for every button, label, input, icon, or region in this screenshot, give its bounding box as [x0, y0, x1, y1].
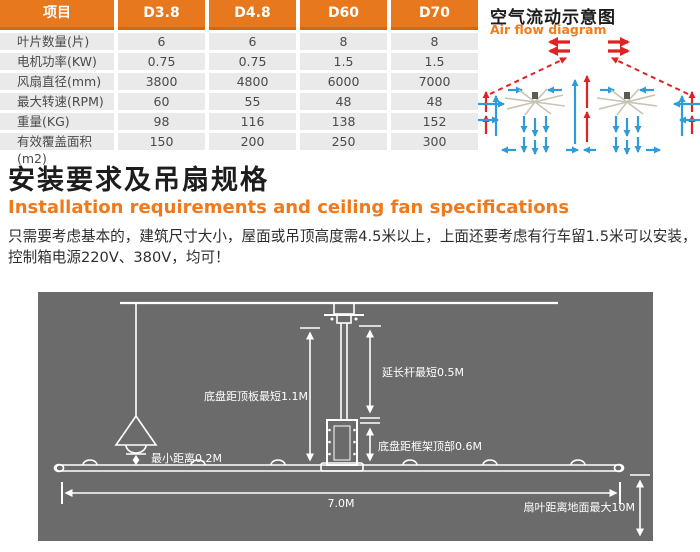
label-chassis-to-frame: 底盘距框架顶部0.6M	[378, 440, 482, 453]
row-label-max-rpm: 最大转速(RPM)	[0, 93, 114, 110]
table-cell: 138	[300, 113, 387, 130]
ceiling-fan-icon	[504, 88, 566, 116]
install-diagram-art	[53, 301, 650, 537]
fan-motor-icon	[320, 419, 364, 472]
table-cell: 0.75	[209, 53, 296, 70]
table-cell: 48	[391, 93, 478, 110]
table-header-d70: D70	[391, 0, 478, 30]
label-min-distance: 最小距离0.2M	[151, 452, 222, 465]
table-cell: 150	[118, 133, 205, 150]
row-label-coverage: 有效覆盖面积(m2)	[0, 133, 114, 166]
red-dashed-diagonals	[489, 57, 689, 95]
table-header-d48: D4.8	[209, 0, 296, 30]
table-cell: 250	[300, 133, 387, 150]
table-cell: 8	[300, 33, 387, 50]
blue-airflow-arrows	[478, 79, 700, 155]
table-cell: 7000	[391, 73, 478, 90]
table-cell: 4800	[209, 73, 296, 90]
label-chassis-to-ceiling: 底盘距顶板最短1.1M	[204, 390, 308, 403]
table-cell: 1.5	[391, 53, 478, 70]
drop-rod-icon	[340, 323, 348, 420]
table-cell: 6000	[300, 73, 387, 90]
table-cell: 6	[118, 33, 205, 50]
dim-blade-to-ground-arrow	[630, 474, 650, 537]
table-cell: 60	[118, 93, 205, 110]
label-blade-to-ground: 扇叶距离地面最大10M	[523, 501, 636, 514]
row-label-blades: 叶片数量(片)	[0, 33, 114, 50]
table-cell: 200	[209, 133, 296, 150]
table-cell: 0.75	[118, 53, 205, 70]
ceiling-fan-icon	[596, 88, 658, 116]
table-header-d38: D3.8	[118, 0, 205, 30]
fan-blade-icon	[53, 459, 625, 473]
table-cell: 3800	[118, 73, 205, 90]
row-label-weight: 重量(KG)	[0, 113, 114, 130]
label-extension-rod: 延长杆最短0.5M	[382, 366, 464, 379]
dim-min-distance-arrow	[132, 455, 140, 465]
table-cell: 8	[391, 33, 478, 50]
table-cell: 116	[209, 113, 296, 130]
table-header-d60: D60	[300, 0, 387, 30]
red-up-arrows	[482, 75, 696, 142]
section-title-zh: 安装要求及吊扇规格	[8, 165, 269, 196]
dim-chassis-to-ceiling-arrow	[300, 327, 320, 462]
section-title-en: Installation requirements and ceiling fa…	[8, 197, 570, 218]
table-cell: 300	[391, 133, 478, 150]
table-cell: 1.5	[300, 53, 387, 70]
spec-table: 项目 D3.8 D4.8 D60 D70 叶片数量(片) 6 6 8 8 电机功…	[0, 0, 478, 166]
airflow-title: 空气流动示意图	[490, 8, 616, 28]
table-cell: 6	[209, 33, 296, 50]
table-cell: 55	[209, 93, 296, 110]
install-diagram-panel: 底盘距顶板最短1.1M 延长杆最短0.5M 底盘距框架顶部0.6M 最小距离0.…	[38, 292, 653, 541]
dim-extension-rod-arrow	[359, 325, 381, 424]
table-cell: 98	[118, 113, 205, 130]
row-label-diameter: 风扇直径(mm)	[0, 73, 114, 90]
red-top-arrows	[548, 37, 630, 56]
dim-span-arrow	[61, 482, 621, 504]
table-cell: 48	[300, 93, 387, 110]
table-header-item: 项目	[0, 0, 114, 30]
label-span: 7.0M	[327, 497, 355, 510]
ceiling-mount-icon	[324, 302, 364, 324]
airflow-diagram-icon	[478, 37, 700, 155]
airflow-subtitle: Air flow diagram	[490, 22, 607, 37]
intro-paragraph: 只需要考虑基本的，建筑尺寸大小，屋面或吊顶高度需4.5米以上，上面还要考虑有行车…	[8, 228, 697, 266]
hanging-lamp-icon	[114, 303, 158, 455]
row-label-motor-power: 电机功率(KW)	[0, 53, 114, 70]
table-cell: 152	[391, 113, 478, 130]
